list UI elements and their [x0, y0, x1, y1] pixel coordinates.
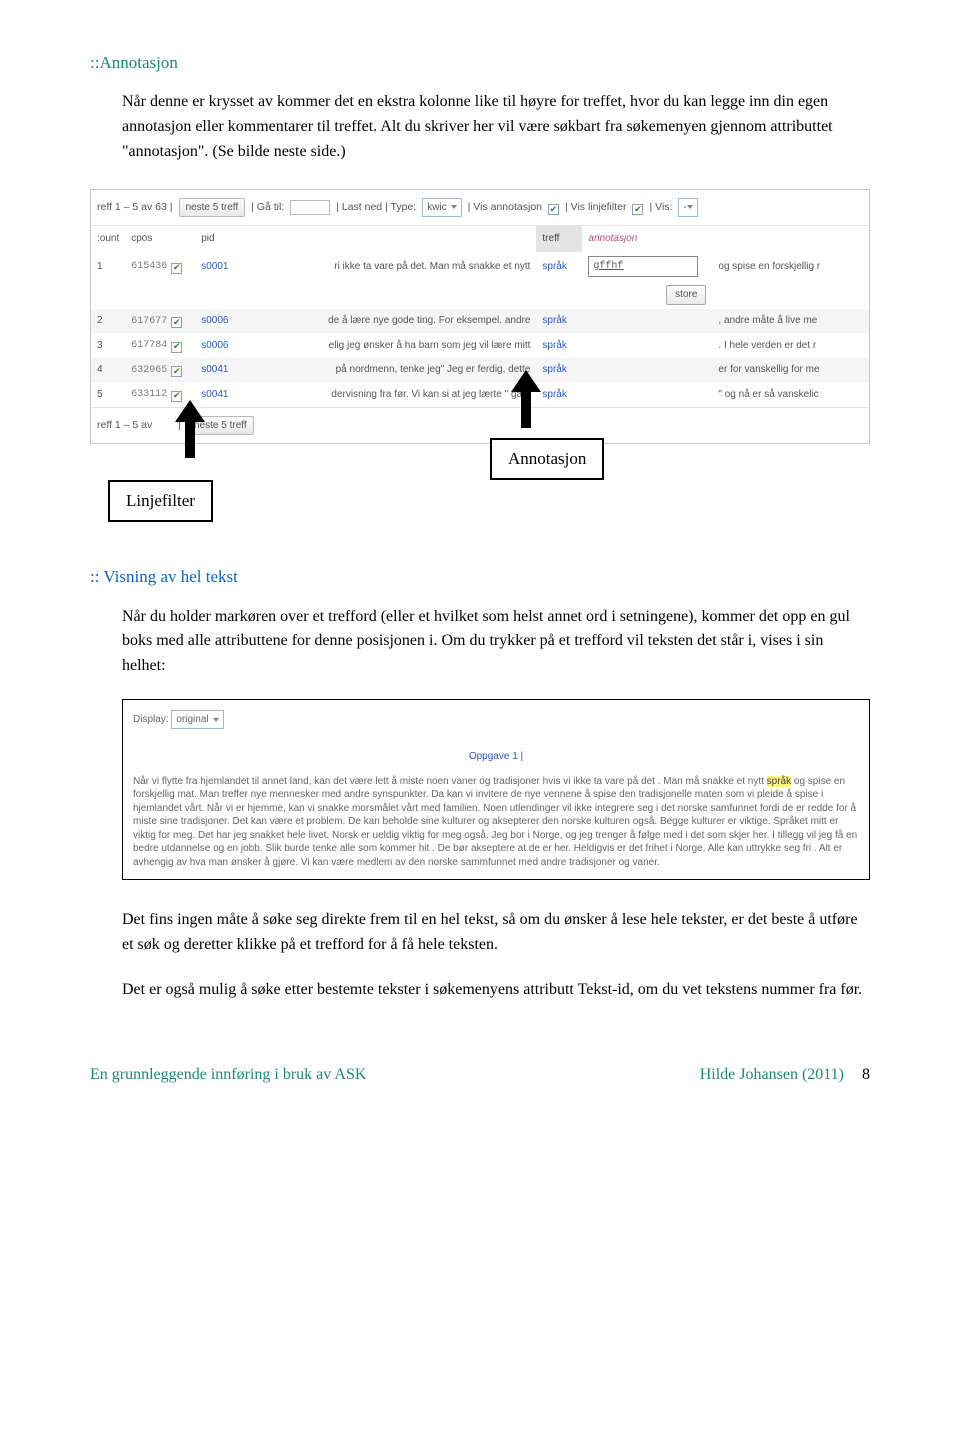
section-heading-visning: :: Visning av hel tekst — [90, 564, 870, 590]
table-row: 4 632965 ✔ s0041på nordmenn, tenke jeg" Jeg… — [91, 358, 869, 383]
row-pre-context: ri ikke ta vare på det. Man må snakke et… — [241, 252, 536, 282]
row-annotasjon-cell: gffhf — [582, 252, 712, 282]
th-annotasjon: annotasjon — [582, 226, 712, 252]
row-trefford[interactable]: språk — [536, 309, 582, 334]
section3-p1: Det fins ingen måte å søke seg direkte f… — [122, 908, 870, 958]
fulltext-screenshot: Display: original Oppgave 1 | Når vi fly… — [122, 699, 870, 881]
row-trefford[interactable]: språk — [536, 333, 582, 358]
table-row: 1 615436 ✔ s0001ri ikke ta vare på det. Man… — [91, 252, 869, 282]
row-pid[interactable]: s0041 — [195, 358, 241, 383]
vis-annotasjon-checkbox[interactable]: ✔ — [548, 204, 559, 215]
fulltext-oppgave-header: Oppgave 1 | — [133, 749, 859, 765]
display-select[interactable]: original — [171, 710, 223, 730]
page-number: 8 — [862, 1066, 870, 1083]
fulltext-highlight: språk — [767, 776, 791, 787]
table-row: 2 617677 ✔ s0006de å lære nye gode ting. Fo… — [91, 309, 869, 334]
topbar-download-type: | Last ned | Type: — [336, 199, 416, 215]
row-cpos: 617677 — [131, 316, 167, 327]
row-cpos-cell: 617784 ✔ — [125, 333, 195, 358]
row-pid[interactable]: s0006 — [195, 333, 241, 358]
table-row: 5633112✔s0041dervisning fra før. Vi kan … — [91, 382, 869, 407]
fulltext-pre: Når vi flytte fra hjemlandet til annet l… — [133, 776, 767, 787]
row-pid[interactable]: s0006 — [195, 309, 241, 334]
kwic-table: :ount cpos pid treff annotasjon 1 615436 ✔… — [91, 226, 869, 407]
row-trefford[interactable]: språk — [536, 382, 582, 407]
th-count: :ount — [91, 226, 125, 252]
section1-paragraph: Når denne er krysset av kommer det en ek… — [122, 90, 870, 164]
row-cpos: 615436 — [131, 261, 167, 272]
annotasjon-input[interactable]: gffhf — [588, 256, 698, 278]
table-row: 3 617784 ✔ s0006elig jeg ønsker å ha barn s… — [91, 333, 869, 358]
row-annotasjon-cell — [582, 358, 712, 383]
next-hits-button[interactable]: neste 5 treff — [179, 198, 246, 218]
callout-linjefilter: Linjefilter — [108, 480, 213, 522]
section3-p2: Det er også mulig å søke etter bestemte … — [122, 978, 870, 1003]
kwic-toolbar-bottom: reff 1 – 5 av | neste 5 treff — [91, 407, 869, 444]
row-cpos: 632965 — [131, 365, 167, 376]
row-annotasjon-cell — [582, 309, 712, 334]
row-pre-context: på nordmenn, tenke jeg" Jeg er ferdig, d… — [241, 358, 536, 383]
vis-select[interactable]: - — [678, 198, 698, 218]
display-label: Display: — [133, 714, 169, 725]
row-post-context: og spise en forskjellig r — [712, 252, 869, 282]
row-linjefilter-checkbox[interactable]: ✔ — [171, 366, 182, 377]
footer-left: En grunnleggende innføring i bruk av ASK — [90, 1063, 366, 1088]
page-footer: En grunnleggende innføring i bruk av ASK… — [90, 1063, 870, 1088]
row-count: 1 — [91, 252, 125, 282]
row-pre-context: elig jeg ønsker å ha barn som jeg vil læ… — [241, 333, 536, 358]
row-count: 2 — [91, 309, 125, 334]
row-linjefilter-checkbox[interactable]: ✔ — [171, 317, 182, 328]
th-treff: treff — [536, 226, 582, 252]
topbar-goto-label: | Gå til: — [251, 199, 284, 215]
footer-right: Hilde Johansen (2011) — [700, 1066, 844, 1083]
store-button[interactable]: store — [666, 285, 706, 305]
row-cpos-cell: 615436 ✔ — [125, 252, 195, 282]
row-pre-context: de å lære nye gode ting. For eksempel. a… — [241, 309, 536, 334]
table-row: store — [91, 281, 869, 309]
row-trefford[interactable]: språk — [536, 358, 582, 383]
row-post-context: . I hele verden er det r — [712, 333, 869, 358]
row-cpos: 633112 — [131, 389, 167, 400]
row-count: 4 — [91, 358, 125, 383]
row-cpos-cell: 632965 ✔ — [125, 358, 195, 383]
row-count: 5 — [91, 382, 125, 407]
kwic-toolbar-top: reff 1 – 5 av 63 | neste 5 treff | Gå ti… — [91, 190, 869, 227]
type-select[interactable]: kwic — [422, 198, 461, 218]
row-annotasjon-cell — [582, 333, 712, 358]
th-pid: pid — [195, 226, 241, 252]
callout-annotasjon: Annotasjon — [490, 438, 604, 480]
row-cpos-cell: 617677 ✔ — [125, 309, 195, 334]
kwic-screenshot: reff 1 – 5 av 63 | neste 5 treff | Gå ti… — [90, 189, 870, 445]
th-pre — [241, 226, 536, 252]
topbar-vis-annot-label: | Vis annotasjon — [468, 199, 542, 215]
section2-paragraph: Når du holder markøren over et trefford … — [122, 605, 870, 679]
vis-linjefilter-checkbox[interactable]: ✔ — [632, 204, 643, 215]
topbar-count: reff 1 – 5 av 63 | — [97, 199, 173, 215]
goto-input[interactable] — [290, 200, 330, 215]
row-post-context: er for vanskellig for me — [712, 358, 869, 383]
row-linjefilter-checkbox[interactable]: ✔ — [171, 342, 182, 353]
th-post — [712, 226, 869, 252]
row-post-context: , andre måte å live me — [712, 309, 869, 334]
topbar-vis-label: | Vis: — [649, 199, 672, 215]
botbar-count: reff 1 – 5 av — [97, 417, 152, 433]
row-linjefilter-checkbox[interactable]: ✔ — [171, 263, 182, 274]
row-trefford[interactable]: språk — [536, 252, 582, 282]
topbar-vis-linje-label: | Vis linjefilter — [565, 199, 626, 215]
row-cpos: 617784 — [131, 340, 167, 351]
fulltext-display-bar: Display: original — [133, 710, 859, 730]
row-post-context: " og nå er så vanskelic — [712, 382, 869, 407]
fulltext-post: og spise en forskjellig mat. Man treffer… — [133, 776, 857, 868]
th-cpos: cpos — [125, 226, 195, 252]
row-count: 3 — [91, 333, 125, 358]
section-heading-annotasjon: ::Annotasjon — [90, 50, 870, 76]
kwic-screenshot-wrapper: reff 1 – 5 av 63 | neste 5 treff | Gå ti… — [90, 189, 870, 445]
row-pid[interactable]: s0001 — [195, 252, 241, 282]
fulltext-body: Når vi flytte fra hjemlandet til annet l… — [133, 775, 859, 870]
row-pre-context: dervisning fra før. Vi kan si at jeg lær… — [241, 382, 536, 407]
row-annotasjon-cell — [582, 382, 712, 407]
